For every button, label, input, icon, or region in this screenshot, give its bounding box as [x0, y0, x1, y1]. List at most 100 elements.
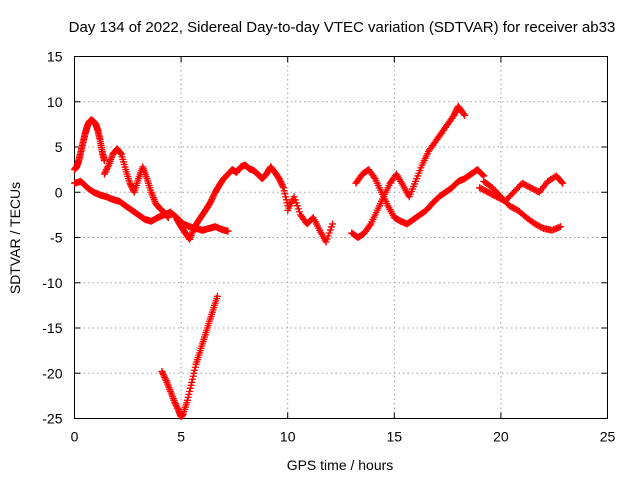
data-point	[277, 178, 285, 186]
y-tick-label: 15	[47, 49, 63, 65]
data-point	[173, 403, 181, 411]
data-point	[172, 401, 180, 409]
series-gap-segment	[284, 193, 336, 246]
series-late-band	[476, 172, 567, 205]
data-point	[451, 108, 459, 116]
data-point	[450, 111, 458, 119]
data-point	[164, 214, 172, 222]
data-point	[461, 111, 469, 119]
data-point	[117, 149, 125, 157]
y-tick-label: -25	[42, 411, 62, 427]
data-point	[280, 187, 288, 195]
data-point	[327, 223, 335, 231]
data-point	[191, 363, 199, 371]
series-loop-a	[348, 102, 469, 241]
data-points	[71, 102, 567, 421]
data-point	[161, 375, 169, 383]
data-point	[451, 110, 459, 118]
data-point	[186, 387, 194, 395]
data-point	[159, 370, 167, 378]
data-point	[102, 167, 110, 175]
data-point	[185, 390, 193, 398]
data-point	[191, 366, 199, 374]
series-early-hump	[100, 145, 172, 222]
data-point	[171, 398, 179, 406]
x-tick-label: 0	[71, 429, 79, 445]
data-point	[279, 184, 287, 192]
data-point	[293, 202, 301, 210]
y-tick-label: 0	[55, 184, 63, 200]
data-point	[290, 193, 298, 201]
data-point	[213, 292, 221, 300]
series-early-arc	[71, 116, 108, 174]
data-point	[275, 175, 283, 183]
series-deep-dip	[158, 292, 221, 421]
data-point	[325, 229, 333, 237]
data-point	[161, 373, 169, 381]
data-point	[324, 232, 332, 240]
data-point	[188, 378, 196, 386]
y-axis-label: SDTVAR / TECUs	[7, 182, 23, 294]
data-point	[100, 157, 108, 165]
data-point	[370, 173, 378, 181]
series-mid-cluster	[173, 161, 292, 243]
chart-title: Day 134 of 2022, Sidereal Day-to-day VTE…	[69, 19, 616, 36]
y-tick-label: -15	[42, 320, 62, 336]
data-point	[102, 166, 110, 174]
y-tick-label: 5	[55, 139, 63, 155]
axis-ticks: 0 5 10 15 20 25 15 10 5 0 -5 -10 -15 -20 -25	[42, 49, 615, 445]
data-point	[326, 226, 334, 234]
data-point	[277, 179, 285, 187]
data-point	[209, 193, 217, 201]
series-late-decline	[480, 177, 565, 234]
data-point	[479, 171, 487, 179]
data-point	[291, 196, 299, 204]
data-point	[127, 182, 135, 190]
data-point	[276, 176, 284, 184]
x-tick-label: 20	[493, 429, 509, 445]
data-point	[208, 196, 216, 204]
y-tick-label: -5	[50, 230, 63, 246]
data-point	[189, 372, 197, 380]
data-point	[100, 170, 108, 178]
x-axis-label: GPS time / hours	[287, 457, 394, 473]
data-point	[174, 404, 182, 412]
data-point	[207, 197, 215, 205]
data-point	[184, 393, 192, 401]
data-point	[190, 369, 198, 377]
data-point	[104, 163, 112, 171]
data-point	[188, 375, 196, 383]
series-loop-b	[352, 166, 488, 228]
data-point	[282, 196, 290, 204]
x-tick-label: 5	[177, 429, 185, 445]
data-point	[294, 205, 302, 213]
data-point	[278, 181, 286, 189]
data-point	[103, 164, 111, 172]
data-point	[292, 199, 300, 207]
data-point	[322, 238, 330, 246]
x-tick-label: 25	[600, 429, 616, 445]
data-point	[164, 213, 172, 221]
data-point	[158, 367, 166, 375]
data-point	[187, 381, 195, 389]
data-point	[460, 110, 468, 118]
x-tick-label: 15	[387, 429, 403, 445]
data-point	[171, 400, 179, 408]
data-point	[282, 193, 290, 201]
data-point	[126, 179, 134, 187]
y-tick-label: -20	[42, 365, 62, 381]
data-point	[295, 208, 303, 216]
y-tick-label: -10	[42, 275, 62, 291]
data-point	[210, 191, 218, 199]
data-point	[127, 181, 135, 189]
data-point	[160, 372, 168, 380]
data-point	[558, 178, 566, 186]
data-point	[279, 182, 287, 190]
data-point	[101, 169, 109, 177]
data-point	[366, 221, 374, 229]
data-point	[323, 235, 331, 243]
data-point	[183, 396, 191, 404]
data-point	[208, 194, 216, 202]
grid	[74, 56, 608, 419]
